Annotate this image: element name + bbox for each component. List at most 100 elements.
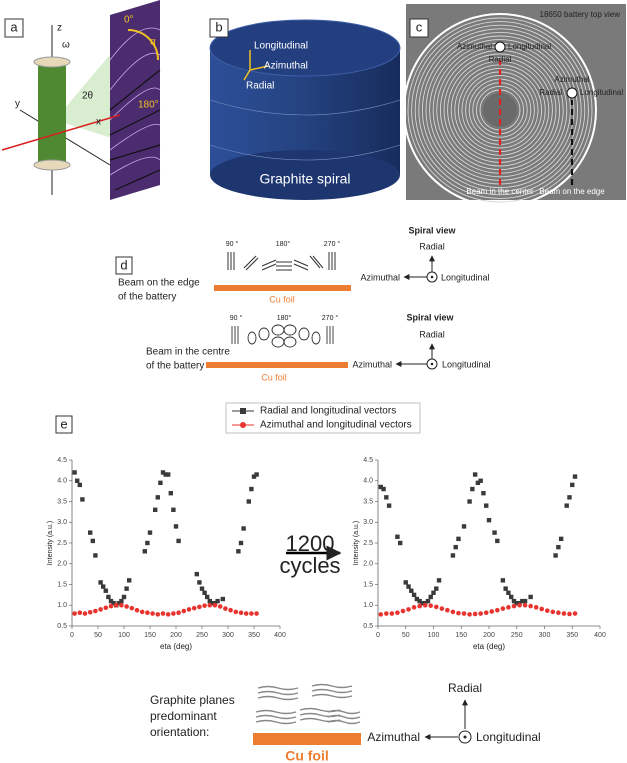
data-point [389, 611, 395, 616]
y-tick-label: 3.5 [57, 498, 67, 505]
y-tick-label: 1.0 [363, 602, 373, 609]
data-point [181, 608, 187, 614]
y-tick-label: 1.0 [57, 602, 67, 609]
direction-label: Longitudinal [254, 41, 308, 52]
legend-marker [240, 422, 246, 428]
data-point [384, 495, 389, 500]
y-tick-label: 2.5 [363, 540, 373, 547]
data-point [450, 609, 456, 615]
data-point [422, 602, 428, 608]
direction-label: Radial [246, 81, 274, 92]
data-point [249, 486, 254, 492]
data-point [171, 507, 176, 512]
data-point [472, 611, 478, 617]
summary: Graphite planes predominant orientation:… [150, 681, 541, 763]
data-point [254, 611, 259, 616]
data-point [223, 606, 228, 611]
data-point [506, 605, 511, 610]
decor-line [249, 65, 269, 71]
decor-line [109, 69, 161, 111]
data-point [522, 602, 528, 608]
decor-ellipse [283, 324, 297, 336]
electrode-ring [414, 24, 586, 196]
x-tick-label: 50 [94, 632, 102, 639]
data-point [386, 503, 392, 508]
longitudinal-dot [463, 735, 467, 739]
angle-arc [127, 29, 159, 61]
beam-label: Beam in the center [466, 187, 533, 196]
decor-path [255, 714, 297, 720]
x-tick-label: 100 [428, 632, 440, 639]
data-point [134, 607, 140, 613]
data-point [467, 612, 472, 617]
y-tick-label: 2.5 [57, 540, 67, 547]
view-title: Spiral view [406, 312, 454, 322]
data-point [544, 608, 550, 613]
data-point [486, 517, 492, 523]
x-tick-label: 0 [70, 632, 74, 639]
data-point [433, 604, 439, 610]
decor-line [243, 69, 251, 81]
data-point [160, 470, 166, 475]
data-point [406, 584, 411, 589]
decor-path [311, 688, 353, 694]
decor-line [261, 259, 277, 267]
data-point [378, 612, 384, 617]
decor-path [109, 123, 161, 151]
data-point [243, 611, 249, 616]
angle-label: 270 ° [322, 314, 339, 322]
decor-path [327, 709, 361, 715]
foil-label: Cu foil [261, 372, 287, 382]
direction-label: Radial [419, 329, 445, 339]
data-point [428, 603, 434, 608]
y-tick-label: 2.0 [57, 561, 67, 568]
data-point [77, 482, 82, 488]
summary-label: predominant [150, 709, 217, 723]
graphite-planes [227, 252, 336, 271]
axis-label: x [96, 117, 101, 128]
data-point [217, 604, 223, 609]
beam-label: Beam in the centre [146, 347, 230, 358]
decor-line [293, 263, 309, 271]
cu-foil [214, 285, 351, 291]
data-point [251, 474, 257, 479]
panel-label: b [215, 19, 222, 34]
data-point [456, 610, 461, 616]
axis-label: ω [62, 40, 70, 51]
data-point [478, 611, 483, 616]
data-point [113, 602, 119, 608]
data-point [492, 530, 497, 535]
data-point [431, 590, 436, 595]
angle-label: 180° [138, 100, 159, 111]
data-point [506, 590, 511, 595]
decor-path [255, 719, 297, 725]
data-point [425, 598, 431, 604]
x-tick-label: 400 [594, 632, 606, 639]
data-point [124, 604, 129, 609]
data-point [101, 584, 106, 589]
decor-line [312, 255, 324, 269]
data-point [439, 606, 445, 611]
direction-label: Longitudinal [508, 42, 551, 51]
data-point [572, 474, 578, 479]
data-point [254, 472, 259, 477]
data-point [411, 592, 417, 598]
decor-ellipse [311, 331, 321, 345]
direction-label: Azimuthal [554, 75, 589, 84]
data-point [503, 586, 508, 591]
data-point [168, 491, 173, 496]
x-tick-label: 350 [248, 632, 260, 639]
decor-ellipse [247, 331, 257, 345]
angle-label: 90 ° [230, 314, 243, 322]
y-tick-label: 4.0 [57, 478, 67, 485]
data-point [483, 610, 489, 616]
electrode-ring [443, 53, 557, 167]
data-point [98, 580, 103, 585]
data-point [456, 536, 461, 542]
data-point [72, 611, 77, 616]
data-point [453, 544, 458, 550]
x-tick-label: 0 [376, 632, 380, 639]
data-point [197, 604, 202, 610]
beam [1, 114, 121, 151]
decor-ellipse [298, 327, 310, 341]
